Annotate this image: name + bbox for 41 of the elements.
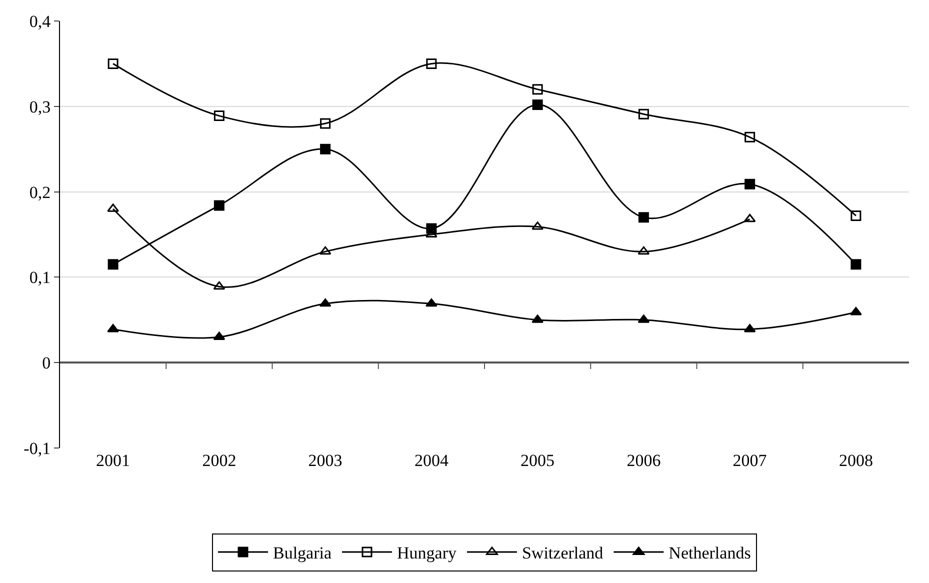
point [850, 210, 862, 221]
point [426, 58, 437, 69]
point [320, 144, 331, 154]
point [850, 259, 862, 270]
point [426, 223, 437, 234]
point [744, 178, 756, 190]
point [638, 212, 649, 223]
point [532, 84, 543, 95]
y-tick-label: -0,1 [24, 438, 51, 458]
x-tick-label: 2008 [838, 451, 873, 470]
legend-label: Switzerland [522, 544, 604, 563]
point [213, 281, 226, 290]
y-tick-label: 0 [42, 354, 51, 373]
point [638, 246, 650, 255]
point [319, 298, 332, 307]
point [425, 298, 438, 307]
point [744, 132, 756, 142]
x-tick-label: 2002 [202, 451, 236, 470]
point [319, 246, 332, 255]
x-tick-label: 2005 [520, 451, 555, 470]
point [320, 118, 331, 129]
point [744, 214, 756, 222]
y-tick-label: 0,2 [29, 182, 51, 202]
y-tick-label: 0,4 [29, 12, 52, 31]
point [214, 200, 224, 211]
point [214, 110, 224, 122]
x-tick-label: 2001 [96, 451, 130, 470]
point [850, 306, 862, 316]
legend-label: Hungary [396, 544, 457, 563]
x-tick-label: 2004 [414, 451, 449, 470]
y-tick-label: 0,1 [29, 268, 51, 288]
point [108, 58, 118, 69]
x-tick-label: 2003 [308, 451, 342, 470]
x-tick-label: 2007 [732, 451, 768, 470]
y-tick-label: 0,3 [29, 97, 51, 116]
x-tick-label: 2006 [626, 451, 661, 470]
point [108, 259, 118, 270]
point [638, 108, 649, 120]
legend-label: Netherlands [668, 544, 751, 563]
point [532, 99, 543, 110]
legend-label: Bulgaria [273, 544, 332, 563]
